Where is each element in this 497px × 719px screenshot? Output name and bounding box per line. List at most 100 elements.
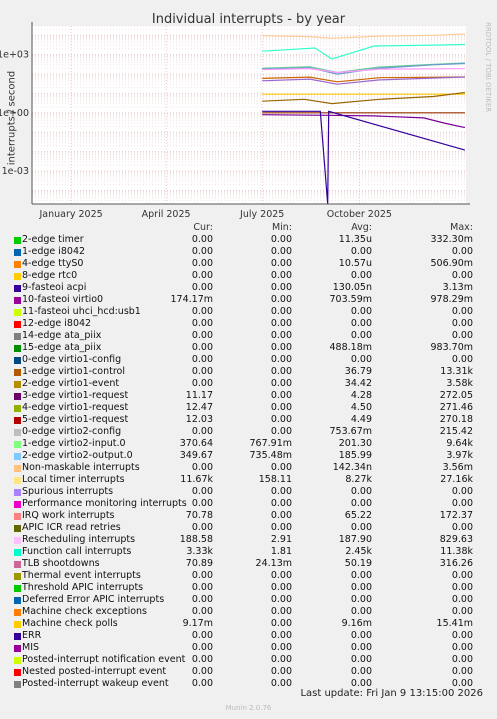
legend-series-name: 2-edge timer: [22, 234, 84, 245]
footer-version: Munin 2.0.76: [225, 704, 272, 712]
legend-value-cur: 0.00: [191, 678, 213, 689]
legend-swatch: [14, 513, 21, 520]
legend-value-cur: 0.00: [191, 630, 213, 641]
legend-value-avg: 65.22: [344, 510, 372, 521]
legend-value-max: 829.63: [439, 534, 473, 545]
legend-value-max: 0.00: [451, 630, 473, 641]
legend-row: Machine check polls 9.17m 0.00 9.16m 15.41m: [0, 618, 497, 630]
legend-value-min: 0.00: [270, 666, 292, 677]
legend-swatch: [14, 285, 21, 292]
legend-value-max: 9.64k: [446, 438, 473, 449]
legend-value-max: 215.42: [439, 426, 473, 437]
legend-value-cur: 12.47: [185, 402, 213, 413]
legend-series-name: 4-edge virtio1-request: [22, 402, 129, 413]
legend-row: Deferred Error APIC interrupts 0.00 0.00 0.…: [0, 594, 497, 606]
legend-value-cur: 0.00: [191, 366, 213, 377]
legend-swatch: [14, 609, 21, 616]
legend-series-name: 1-edge virtio1-control: [22, 366, 125, 377]
legend-row: Local timer interrupts 11.67k 158.11 8.27k 2…: [0, 474, 497, 486]
legend-series-name: Posted-interrupt notification event: [22, 654, 186, 665]
x-tick-label: April 2025: [142, 209, 191, 220]
legend-series-name: Performance monitoring interrupts: [22, 498, 187, 509]
legend-series-name: 0-edge virtio2-config: [22, 426, 122, 437]
legend-swatch: [14, 297, 21, 304]
legend-swatch: [14, 273, 21, 280]
legend-value-avg: 142.34n: [332, 462, 372, 473]
legend-value-min: 0.00: [270, 570, 292, 581]
legend-value-avg: 201.30: [338, 438, 372, 449]
legend-value-max: 11.38k: [440, 546, 473, 557]
legend-value-min: 0.00: [270, 354, 292, 365]
legend-value-max: 271.46: [439, 402, 473, 413]
legend-header-min: Min:: [271, 222, 292, 233]
legend-value-avg: 4.49: [350, 414, 372, 425]
legend-series-name: Nested posted-interrupt event: [22, 666, 167, 677]
axes: January 2025 April 2025 July 2025 October 2…: [0, 22, 470, 220]
legend-series-name: 15-edge ata_piix: [22, 342, 102, 353]
legend-value-min: 0.00: [270, 486, 292, 497]
series-line: [262, 114, 466, 129]
legend-row: Performance monitoring interrupts 0.00 0.0…: [0, 498, 497, 510]
legend-row: ERR 0.00 0.00 0.00 0.00: [0, 630, 497, 642]
legend-series-name: Rescheduling interrupts: [22, 534, 136, 545]
legend-value-max: 0.00: [451, 678, 473, 689]
legend-swatch: [14, 369, 21, 376]
legend-value-cur: 11.17: [185, 390, 213, 401]
legend-value-avg: 703.59m: [329, 294, 373, 305]
legend-row: Non-maskable interrupts 0.00 0.00 142.34n 3.…: [0, 462, 497, 474]
legend-series-name: 2-edge virtio1-event: [22, 378, 120, 389]
legend-swatch: [14, 429, 21, 436]
legend-value-cur: 0.00: [191, 570, 213, 581]
legend-value-cur: 0.00: [191, 642, 213, 653]
legend-value-max: 172.37: [439, 510, 473, 521]
legend-value-cur: 0.00: [191, 582, 213, 593]
legend-value-min: 0.00: [270, 246, 292, 257]
legend-row: 15-edge ata_piix 0.00 0.00 488.18m 983.70m: [0, 342, 497, 354]
legend-swatch: [14, 501, 21, 508]
series-lines: [262, 33, 466, 205]
legend-value-min: 0.00: [270, 426, 292, 437]
legend-swatch: [14, 249, 21, 256]
legend-value-max: 0.00: [451, 486, 473, 497]
legend-series-name: Machine check exceptions: [22, 606, 147, 617]
legend-value-avg: 753.67m: [329, 426, 373, 437]
legend-value-cur: 0.00: [191, 234, 213, 245]
legend-swatch: [14, 525, 21, 532]
legend-value-cur: 0.00: [191, 378, 213, 389]
legend-value-cur: 0.00: [191, 666, 213, 677]
legend-series-name: 9-fasteoi acpi: [22, 282, 87, 293]
legend-value-max: 0.00: [451, 318, 473, 329]
legend-value-avg: 0.00: [350, 570, 372, 581]
legend-value-min: 0.00: [270, 294, 292, 305]
legend-row: 14-edge ata_piix 0.00 0.00 0.00 0.00: [0, 330, 497, 342]
legend-row: 4-edge ttyS0 0.00 0.00 10.57u 506.90m: [0, 258, 497, 270]
legend-value-avg: 0.00: [350, 606, 372, 617]
legend-series-name: Thermal event interrupts: [22, 570, 141, 581]
legend-swatch: [14, 321, 21, 328]
legend-value-avg: 10.57u: [338, 258, 372, 269]
legend-value-avg: 130.05n: [332, 282, 372, 293]
legend-value-min: 1.81: [270, 546, 292, 557]
legend-value-cur: 0.00: [191, 306, 213, 317]
legend-value-cur: 0.00: [191, 498, 213, 509]
legend-value-avg: 185.99: [338, 450, 372, 461]
legend-value-avg: 0.00: [350, 246, 372, 257]
legend-value-max: 3.13m: [442, 282, 473, 293]
legend-value-max: 983.70m: [430, 342, 474, 353]
legend-row: 11-fasteoi uhci_hcd:usb1 0.00 0.00 0.00 0.00: [0, 306, 497, 318]
legend-value-cur: 0.00: [191, 606, 213, 617]
legend-row: 3-edge virtio1-request 11.17 0.00 4.28 272.0…: [0, 390, 497, 402]
legend-swatch: [14, 465, 21, 472]
legend-value-min: 0.00: [270, 618, 292, 629]
legend-value-max: 272.05: [439, 390, 473, 401]
legend-value-avg: 0.00: [350, 306, 372, 317]
legend-series-name: 11-fasteoi uhci_hcd:usb1: [22, 306, 141, 317]
legend-row: TLB shootdowns 70.89 24.13m 50.19 316.26: [0, 558, 497, 570]
legend-swatch: [14, 573, 21, 580]
legend-series-name: TLB shootdowns: [22, 558, 100, 569]
legend-value-avg: 34.42: [344, 378, 372, 389]
legend-header-cur: Cur:: [193, 222, 213, 233]
legend-value-cur: 0.00: [191, 522, 213, 533]
legend-value-min: 0.00: [270, 366, 292, 377]
legend-value-max: 978.29m: [430, 294, 474, 305]
